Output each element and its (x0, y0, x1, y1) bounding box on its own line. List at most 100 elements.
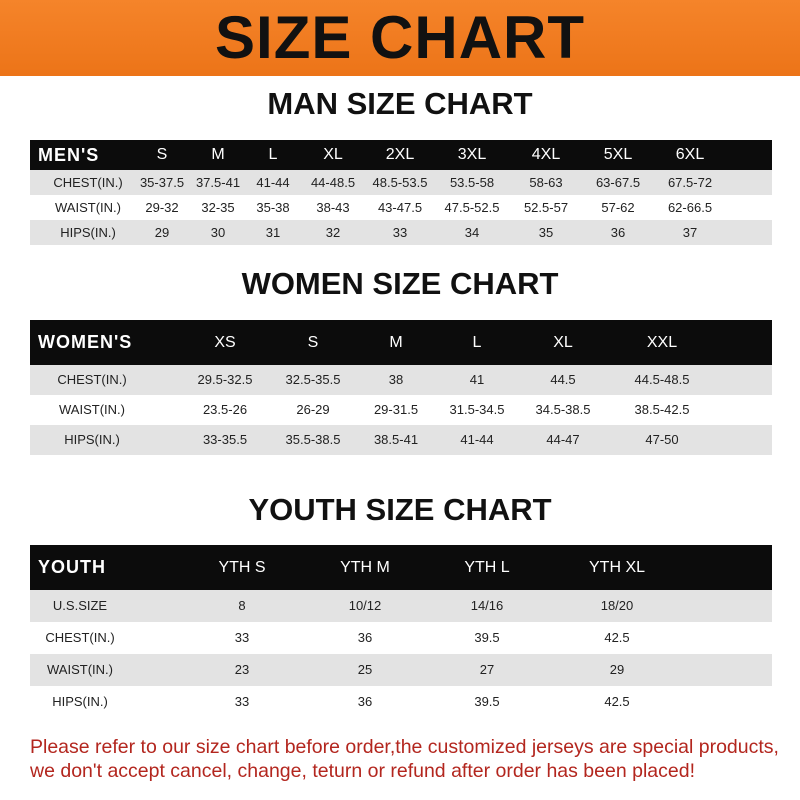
row-label: CHEST(IN.) (57, 372, 127, 387)
table-cell: 33 (234, 694, 250, 709)
table-cell: 38-43 (316, 200, 350, 215)
table-row: HIPS(IN.) 29 30 31 32 33 34 35 36 37 (30, 220, 772, 245)
table-cell: 39.5 (474, 694, 500, 709)
table-title-cell: YOUTH (38, 557, 106, 577)
table-cell: 37 (682, 225, 698, 240)
order-notice: Please refer to our size chart before or… (30, 735, 790, 783)
table-cell: 38 (388, 372, 404, 387)
table-cell: 30 (210, 225, 226, 240)
table-title-cell: MEN'S (38, 145, 100, 165)
table-cell: 32 (325, 225, 341, 240)
size-header: YTH L (464, 559, 510, 576)
table-cell: 41-44 (256, 175, 290, 190)
table-row: HIPS(IN.) 33 36 39.5 42.5 (30, 686, 772, 718)
size-header: M (389, 334, 403, 351)
table-cell: 36 (610, 225, 626, 240)
table-cell: 35-38 (256, 200, 290, 215)
table-cell: 23.5-26 (202, 402, 248, 417)
table-cell: 35.5-38.5 (285, 432, 341, 447)
youth-size-table: YOUTH YTH S YTH M YTH L YTH XL U.S.SIZE 8 10/12… (30, 545, 772, 718)
size-header: YTH S (218, 559, 266, 576)
size-header: L (472, 334, 482, 351)
header-row: MEN'S S M L XL 2XL 3XL 4XL 5XL 6XL (30, 140, 772, 170)
size-header: S (156, 146, 168, 163)
table-row: WAIST(IN.) 29-32 32-35 35-38 38-43 43-47.5 47.… (30, 195, 772, 220)
table-cell: 34 (464, 225, 480, 240)
table-cell: 35 (538, 225, 554, 240)
table-cell: 29 (154, 225, 170, 240)
women-size-table: WOMEN'S XS S M L XL XXL CHEST(IN.) 29.5-32.5 32.5… (30, 320, 772, 455)
table-cell: 34.5-38.5 (535, 402, 591, 417)
row-label: WAIST(IN.) (55, 200, 121, 215)
size-header: M (211, 146, 225, 163)
header-row: WOMEN'S XS S M L XL XXL (30, 320, 772, 365)
table-cell: 26-29 (296, 402, 330, 417)
row-label: WAIST(IN.) (47, 662, 113, 677)
table-cell: 29-31.5 (373, 402, 419, 417)
table-cell: 33-35.5 (202, 432, 248, 447)
table-cell: 29-32 (145, 200, 179, 215)
row-label: CHEST(IN.) (53, 175, 123, 190)
row-label: HIPS(IN.) (64, 432, 120, 447)
row-label: WAIST(IN.) (59, 402, 125, 417)
size-header: 5XL (603, 146, 633, 163)
table-cell: 29 (609, 662, 625, 677)
table-row: U.S.SIZE 8 10/12 14/16 18/20 (30, 590, 772, 622)
row-label: HIPS(IN.) (52, 694, 108, 709)
table-cell: 32.5-35.5 (285, 372, 341, 387)
table-cell: 53.5-58 (449, 175, 495, 190)
women-section-title: WOMEN SIZE CHART (241, 266, 559, 301)
table-cell: 67.5-72 (667, 175, 713, 190)
table-cell: 36 (357, 630, 373, 645)
row-label: U.S.SIZE (52, 598, 108, 613)
size-header: XL (323, 146, 343, 163)
table-cell: 29.5-32.5 (197, 372, 253, 387)
table-cell: 33 (392, 225, 408, 240)
table-cell: 44.5 (550, 372, 576, 387)
table-cell: 35-37.5 (139, 175, 185, 190)
table-cell: 25 (357, 662, 373, 677)
table-cell: 62-66.5 (667, 200, 713, 215)
size-header: XXL (646, 334, 678, 351)
table-cell: 33 (234, 630, 250, 645)
table-cell: 63-67.5 (595, 175, 641, 190)
table-cell: 47-50 (645, 432, 679, 447)
size-header: L (268, 146, 278, 163)
table-cell: 43-47.5 (377, 200, 423, 215)
table-cell: 42.5 (604, 630, 630, 645)
row-label: HIPS(IN.) (60, 225, 116, 240)
size-header: S (307, 334, 319, 351)
size-header: XS (214, 334, 236, 351)
table-cell: 52.5-57 (523, 200, 569, 215)
size-header: YTH XL (588, 559, 646, 576)
table-row: CHEST(IN.) 33 36 39.5 42.5 (30, 622, 772, 654)
men-size-table: MEN'S S M L XL 2XL 3XL 4XL 5XL 6XL CHEST(IN.) 35-37… (30, 140, 772, 245)
row-label: CHEST(IN.) (45, 630, 115, 645)
table-cell: 37.5-41 (195, 175, 241, 190)
table-row: WAIST(IN.) 23 25 27 29 (30, 654, 772, 686)
page-title: SIZE CHART (215, 4, 585, 71)
youth-section-title: YOUTH SIZE CHART (248, 492, 552, 527)
table-row: CHEST(IN.) 29.5-32.5 32.5-35.5 38 41 44.5 44.5… (30, 365, 772, 395)
table-cell: 31 (265, 225, 281, 240)
table-cell: 18/20 (600, 598, 634, 613)
table-row: WAIST(IN.) 23.5-26 26-29 29-31.5 31.5-34.5 34… (30, 395, 772, 425)
table-cell: 38.5-42.5 (634, 402, 690, 417)
table-cell: 10/12 (348, 598, 382, 613)
table-cell: 48.5-53.5 (372, 175, 428, 190)
table-cell: 8 (238, 598, 246, 613)
notice-line-2: we don't accept cancel, change, teturn o… (30, 760, 695, 782)
size-header: YTH M (340, 559, 390, 576)
notice-line-1: Please refer to our size chart before or… (30, 736, 779, 758)
table-cell: 38.5-41 (373, 432, 419, 447)
table-row: HIPS(IN.) 33-35.5 35.5-38.5 38.5-41 41-44 44-… (30, 425, 772, 455)
table-cell: 42.5 (604, 694, 630, 709)
table-cell: 41 (469, 372, 485, 387)
table-cell: 27 (479, 662, 495, 677)
table-title-cell: WOMEN'S (38, 332, 133, 352)
table-cell: 47.5-52.5 (444, 200, 500, 215)
table-row: CHEST(IN.) 35-37.5 37.5-41 41-44 44-48.5 48.5… (30, 170, 772, 195)
size-header: 2XL (385, 146, 415, 163)
table-cell: 14/16 (470, 598, 504, 613)
table-cell: 23 (234, 662, 250, 677)
